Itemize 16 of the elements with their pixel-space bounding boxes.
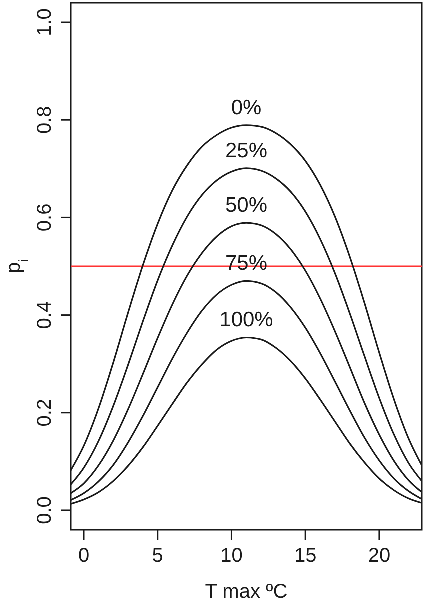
x-axis-title: T max ºC [205,581,288,603]
y-tick-label: 0.6 [34,204,56,232]
x-tick-label: 10 [220,545,243,568]
series-label: 0% [231,96,262,120]
series-label: 25% [225,138,268,162]
y-tick-label: 0.4 [34,301,56,330]
x-tick-label: 0 [78,545,90,568]
x-tick-label: 5 [152,545,164,568]
x-tick-label: 15 [294,545,317,568]
y-tick-label: 0.2 [34,398,56,427]
y-tick-label: 0.8 [34,106,56,134]
y-tick-label: 0.0 [34,496,56,524]
series-label: 100% [220,308,274,332]
y-tick-label: 1.0 [34,8,56,36]
series-label: 50% [225,194,268,217]
x-tick-label: 20 [368,545,391,568]
